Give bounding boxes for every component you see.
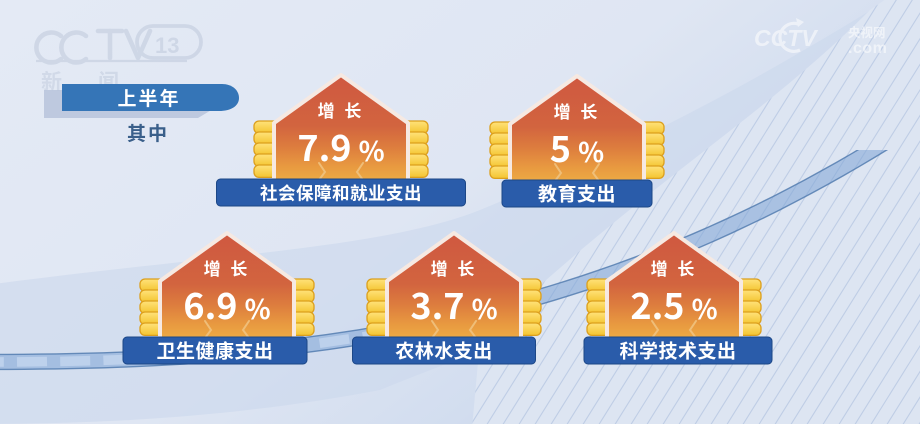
svg-text:社会保障和就业支出: 社会保障和就业支出 [260,181,422,206]
svg-text:CCTV: CCTV [754,25,818,51]
svg-text:教育支出: 教育支出 [538,180,616,207]
svg-text:增 长: 增 长 [554,98,601,123]
svg-text:农林水支出: 农林水支出 [395,337,493,364]
svg-text:卫生健康支出: 卫生健康支出 [156,337,273,364]
svg-text:增 长: 增 长 [204,255,251,280]
svg-text:增 长: 增 长 [431,255,478,280]
svg-text:13: 13 [155,33,179,58]
svg-text:增 长: 增 长 [651,255,698,280]
svg-text:.com: .com [848,40,887,57]
svg-text:央视网: 央视网 [848,22,886,41]
svg-text:其中: 其中 [127,119,169,146]
svg-text:科学技术支出: 科学技术支出 [619,337,736,364]
svg-text:上半年: 上半年 [117,84,180,111]
svg-text:增 长: 增 长 [318,97,365,122]
